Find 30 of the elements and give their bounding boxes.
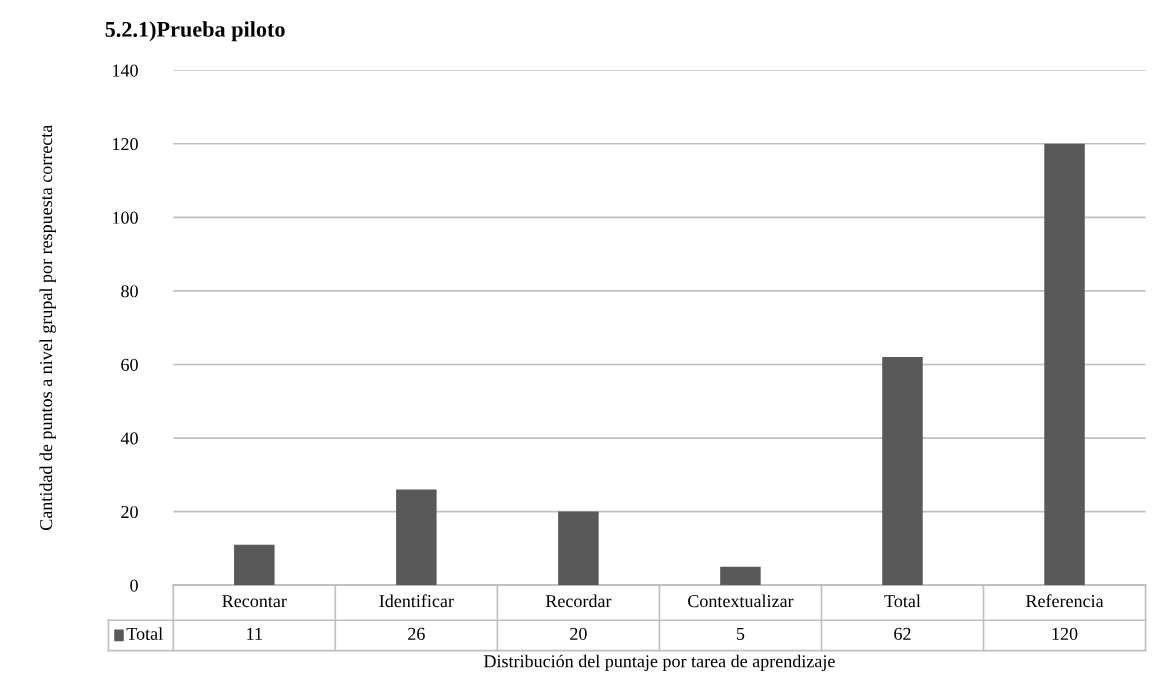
x-tick-label: Recontar (222, 595, 287, 608)
y-tick-label: 60 (121, 358, 138, 371)
x-tick-label: Referencia (1025, 594, 1104, 608)
x-tick-label: Identificar (379, 594, 454, 608)
y-tick-label: 0 (130, 579, 138, 592)
x-tick-label: Recordar (545, 594, 612, 608)
chart-title: 5.2.1)Prueba piloto (105, 21, 285, 42)
y-tick-label: 80 (121, 285, 138, 298)
data-label: 120 (1052, 627, 1078, 640)
x-axis-title: Distribución del puntaje por tarea de aprendizaje (483, 654, 835, 672)
x-tick-label: Contextualizar (688, 594, 794, 608)
bar (1044, 143, 1085, 586)
data-label: 26 (408, 627, 425, 640)
y-tick-label: 140 (113, 64, 138, 77)
y-tick-label: 40 (120, 432, 138, 445)
x-tick-label: Total (884, 594, 921, 608)
data-label: 62 (894, 627, 911, 640)
bar (234, 544, 275, 586)
data-label: 11 (247, 627, 262, 640)
y-tick-label: 20 (121, 505, 138, 519)
legend-label: Total (126, 627, 163, 640)
y-axis-title: Cantidad de puntos a nivel grupal por respuesta correcta (39, 124, 56, 531)
y-tick-label: 100 (113, 211, 138, 224)
bar (558, 511, 599, 586)
data-label: 5 (736, 627, 745, 640)
bar (882, 357, 923, 586)
y-tick-label: 120 (113, 138, 138, 151)
bar (396, 489, 437, 586)
bar (720, 566, 761, 586)
data-label: 20 (570, 627, 587, 640)
